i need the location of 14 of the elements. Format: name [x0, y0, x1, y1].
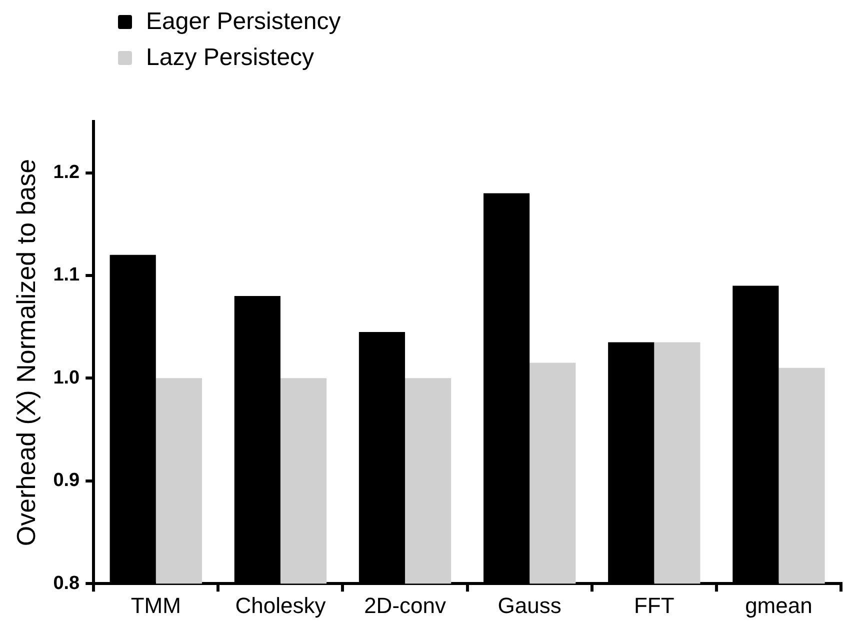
x-tick-label: 2D-conv	[364, 592, 446, 618]
x-tick-label: TMM	[130, 592, 181, 618]
y-tick-label: 1.2	[53, 162, 80, 183]
legend-label: Lazy Persistecy	[146, 44, 314, 72]
legend-label: Eager Persistency	[146, 8, 341, 36]
y-tick-label: 0.8	[53, 572, 80, 594]
y-tick-label: 1.0	[53, 367, 80, 388]
y-tick-label: 0.9	[53, 470, 80, 492]
x-tick-label: FFT	[634, 592, 674, 618]
y-tick-label: 1.1	[53, 264, 80, 286]
x-tick-label: Gauss	[498, 592, 562, 618]
y-axis-title: Overhead (X) Normalized to base	[10, 158, 41, 546]
x-tick-label: Cholesky	[235, 592, 326, 618]
x-tick-label: gmean	[745, 592, 812, 618]
